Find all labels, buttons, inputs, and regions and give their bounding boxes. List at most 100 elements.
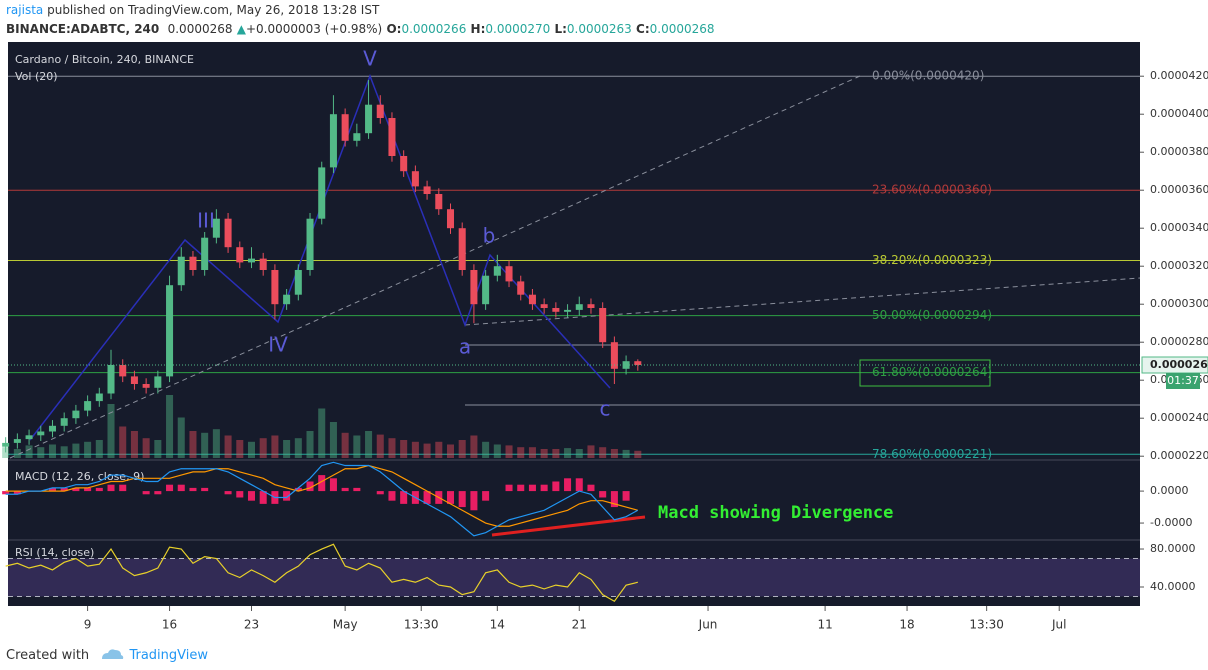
countdown-badge bbox=[1166, 373, 1200, 389]
macd-histogram bbox=[505, 484, 513, 492]
candle-body bbox=[119, 365, 127, 377]
candle-body bbox=[224, 218, 232, 248]
candle-body bbox=[400, 156, 408, 172]
volume-bar bbox=[119, 426, 127, 458]
y-tick-label: 0.0000 bbox=[1150, 484, 1189, 497]
volume-bar bbox=[166, 395, 174, 458]
macd-histogram bbox=[2, 491, 10, 495]
candle-body bbox=[283, 294, 291, 305]
macd-histogram bbox=[482, 491, 490, 501]
macd-histogram bbox=[84, 487, 92, 492]
high: 0.0000270 bbox=[485, 22, 551, 36]
macd-histogram bbox=[201, 487, 209, 492]
candle-body bbox=[329, 114, 337, 168]
volume-bar bbox=[528, 447, 536, 458]
arrow: ▲ bbox=[236, 22, 246, 36]
candle-body bbox=[587, 304, 595, 308]
x-tick-label: May bbox=[333, 618, 358, 632]
volume-label: Vol (20) bbox=[15, 70, 58, 83]
macd-histogram bbox=[259, 491, 267, 504]
annotation: Macd showing Divergence bbox=[658, 503, 893, 523]
y-tick-label: 0.0000240 bbox=[1150, 411, 1208, 424]
signal-line bbox=[5, 464, 638, 527]
x-tick-label: 11 bbox=[817, 618, 832, 632]
x-tick-label: 13:30 bbox=[969, 618, 1004, 632]
volume-bar bbox=[2, 447, 10, 458]
candle-body bbox=[505, 266, 513, 282]
macd-histogram bbox=[552, 481, 560, 492]
x-tick-label: 13:30 bbox=[404, 618, 439, 632]
volume-bar bbox=[306, 431, 314, 458]
candle-body bbox=[271, 270, 279, 305]
macd-histogram bbox=[353, 487, 361, 492]
candle-body bbox=[446, 209, 455, 229]
candle-body bbox=[201, 237, 209, 270]
candle-body bbox=[435, 194, 443, 210]
volume-bar bbox=[365, 431, 373, 458]
volume-bar bbox=[493, 444, 501, 458]
candle-body bbox=[411, 171, 419, 187]
wave-label: b bbox=[483, 224, 496, 248]
volume-bar bbox=[130, 431, 138, 458]
candle-body bbox=[142, 384, 150, 388]
wave-line bbox=[29, 73, 611, 441]
candle-body bbox=[259, 258, 267, 270]
macd-histogram bbox=[400, 491, 408, 504]
c-label: C: bbox=[636, 22, 650, 36]
x-tick-label: Jul bbox=[1051, 618, 1066, 632]
x-tick-label: 9 bbox=[84, 618, 92, 632]
macd-histogram bbox=[142, 491, 150, 495]
open: 0.0000266 bbox=[401, 22, 467, 36]
divergence-line bbox=[491, 515, 646, 537]
brand[interactable]: TradingView bbox=[129, 648, 208, 663]
candle-body bbox=[540, 304, 548, 308]
author[interactable]: rajista bbox=[6, 3, 44, 17]
candle-body bbox=[294, 270, 302, 295]
volume-bar bbox=[201, 432, 209, 458]
volume-bar bbox=[294, 438, 302, 458]
macd-histogram bbox=[107, 484, 115, 492]
macd-histogram bbox=[283, 491, 291, 501]
macd-histogram bbox=[329, 478, 337, 492]
candle-body bbox=[517, 281, 525, 295]
volume-bar bbox=[634, 450, 642, 458]
macd-histogram bbox=[575, 478, 583, 492]
volume-bar bbox=[353, 435, 361, 458]
macd-histogram bbox=[341, 487, 349, 492]
macd-histogram bbox=[446, 491, 455, 504]
x-tick-label: 16 bbox=[162, 618, 177, 632]
trend-line bbox=[464, 277, 1141, 326]
macd-histogram bbox=[294, 487, 302, 492]
macd-histogram bbox=[247, 491, 256, 501]
volume-bar bbox=[13, 449, 21, 458]
macd-histogram bbox=[72, 487, 80, 492]
candle-body bbox=[388, 118, 396, 156]
volume-bar bbox=[610, 449, 618, 458]
candle-body bbox=[107, 365, 115, 394]
macd-histogram bbox=[13, 491, 21, 495]
y-tick-label: 40.0000 bbox=[1150, 580, 1196, 593]
macd-histogram bbox=[306, 481, 314, 492]
candle-body bbox=[48, 425, 56, 432]
candle-body bbox=[130, 376, 138, 384]
macd-histogram bbox=[622, 491, 630, 501]
candle-body bbox=[528, 294, 536, 305]
publish-line: rajista published on TradingView.com, Ma… bbox=[6, 3, 379, 17]
macd-histogram bbox=[528, 484, 536, 492]
y-tick-label: 0.0000380 bbox=[1150, 145, 1208, 158]
volume-bar bbox=[177, 417, 185, 458]
y-tick-label: 0.0000400 bbox=[1150, 107, 1208, 120]
wave-label: III bbox=[197, 209, 215, 233]
volume-bar bbox=[482, 441, 490, 458]
y-tick-label: 0.0000360 bbox=[1150, 183, 1208, 196]
o-label: O: bbox=[386, 22, 402, 36]
y-tick-label: 0.0000280 bbox=[1150, 335, 1208, 348]
macd-histogram bbox=[564, 478, 572, 492]
volume-bar bbox=[154, 440, 162, 458]
volume-bar bbox=[388, 438, 396, 458]
candle-body bbox=[60, 418, 68, 426]
y-tick-label: 80.0000 bbox=[1150, 542, 1196, 555]
y-tick-label: 0.0000340 bbox=[1150, 221, 1208, 234]
volume-bar bbox=[435, 441, 443, 458]
